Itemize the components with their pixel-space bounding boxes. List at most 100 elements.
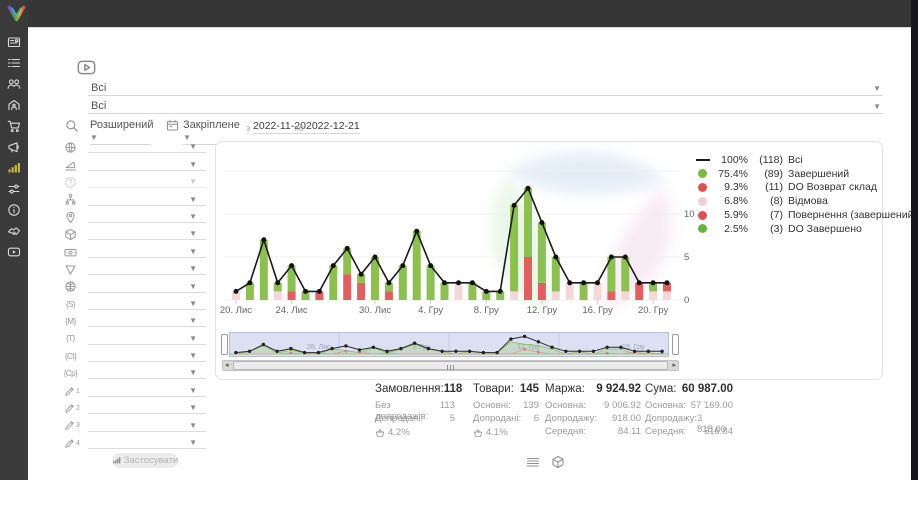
- filter-row-6[interactable]: ▼: [64, 226, 206, 243]
- filter-row-12[interactable]: {T} ▼: [64, 330, 206, 347]
- sidebar-item-settings[interactable]: [0, 178, 28, 199]
- sidebar-item-analytics[interactable]: [0, 157, 28, 178]
- filter-row-17[interactable]: 3 ▼: [64, 417, 206, 434]
- sidebar-item-purchases[interactable]: [0, 115, 28, 136]
- cube-icon[interactable]: [551, 455, 565, 469]
- chart-scrollbar[interactable]: ◂ ▸: [222, 360, 679, 371]
- filter-row-3[interactable]: ▼: [64, 174, 206, 191]
- cube-icon: [64, 228, 77, 241]
- legend-item[interactable]: 5.9% (7) Повернення (завершений): [694, 208, 917, 222]
- filter-row-13[interactable]: {Ct} ▼: [64, 348, 206, 365]
- filter-dropdown[interactable]: [88, 169, 206, 171]
- period-mode-select[interactable]: Закріплене ▼: [183, 119, 240, 145]
- video-tutorial-button[interactable]: [77, 58, 96, 75]
- stat-title: Сума:: [645, 383, 677, 395]
- filter-row-5[interactable]: ▼: [64, 209, 206, 226]
- column-product-icon[interactable]: [682, 483, 697, 498]
- scroll-left-icon[interactable]: ◂: [225, 362, 229, 369]
- legend-item[interactable]: 100% (118) Всі: [694, 153, 917, 167]
- filter-dropdown[interactable]: [88, 343, 206, 345]
- filter-row-9[interactable]: ▼: [64, 278, 206, 295]
- legend-percent: 5.9%: [724, 209, 748, 222]
- stat-sub-value: 3 818.00: [697, 413, 727, 435]
- column-cart-icon[interactable]: [374, 483, 389, 498]
- legend-label: Всі: [788, 153, 803, 166]
- list-image-icon[interactable]: [526, 455, 540, 469]
- filter-dropdown[interactable]: [88, 221, 206, 223]
- column-source-id-icon[interactable]: ID: [287, 483, 302, 498]
- legend-item[interactable]: 9.3% (11) DO Возврат склад: [694, 181, 917, 195]
- filter-row-1[interactable]: ▼: [64, 139, 206, 156]
- chevron-down-icon: ▼: [873, 102, 881, 111]
- filter-row-11[interactable]: {M} ▼: [64, 313, 206, 330]
- sidebar-item-info[interactable]: [0, 199, 28, 220]
- navigator-left-handle[interactable]: [221, 334, 228, 355]
- sidebar-item-tutorials[interactable]: [0, 241, 28, 262]
- filter-dropdown[interactable]: [88, 152, 206, 154]
- filter-dropdown[interactable]: [88, 395, 206, 397]
- stat-sub-value: 6: [533, 413, 539, 424]
- filter-dropdown[interactable]: [88, 187, 206, 189]
- navigator-right-handle[interactable]: [672, 334, 679, 355]
- filter-row-18[interactable]: 4 ▼: [64, 435, 206, 452]
- legend-percent: 100%: [721, 153, 748, 166]
- orders-chart[interactable]: 0 5 10 20. Лис 24. Лис 30. Лис 4. Гру 8. Гру 12.…: [216, 142, 882, 379]
- date-from-input[interactable]: 2022-11-20: [253, 120, 306, 134]
- globe-icon: [64, 141, 77, 154]
- filter-dropdown[interactable]: [88, 361, 206, 363]
- column-time-icon[interactable]: [785, 483, 800, 498]
- filter-row-10[interactable]: {S} ▼: [64, 296, 206, 313]
- chevron-down-icon: ▼: [189, 420, 197, 430]
- search-mode-select[interactable]: Розширений ▼: [90, 119, 153, 145]
- pencil-icon: [64, 438, 75, 449]
- filter-row-15[interactable]: 1 ▼: [64, 382, 206, 399]
- filter-dropdown[interactable]: [88, 430, 206, 432]
- stat-sub-label: Середня:: [545, 426, 587, 437]
- sidebar-item-marketing[interactable]: [0, 136, 28, 157]
- filter-dropdown[interactable]: [88, 239, 206, 241]
- column-updated-date-icon[interactable]: [900, 483, 915, 498]
- filter-row-14[interactable]: {Cp} ▼: [64, 365, 206, 382]
- column-date-icon[interactable]: 17: [737, 483, 752, 498]
- chevron-down-icon: ▼: [189, 316, 197, 326]
- filter-dropdown[interactable]: [88, 413, 206, 415]
- filter-row-2[interactable]: ▼: [64, 156, 206, 173]
- column-payment-icon[interactable]: [634, 483, 649, 498]
- filter-row-7[interactable]: ▼: [64, 243, 206, 260]
- apply-button[interactable]: Застосувати: [112, 453, 178, 468]
- scroll-right-icon[interactable]: ▸: [672, 362, 676, 369]
- filter-row-16[interactable]: 2 ▼: [64, 400, 206, 417]
- app-logo-icon[interactable]: [6, 3, 27, 24]
- sidebar-item-customers[interactable]: [0, 73, 28, 94]
- legend-item[interactable]: 75.4% (89) Завершений: [694, 167, 917, 181]
- scrollbar-thumb[interactable]: [233, 361, 668, 370]
- svg-text:5: 5: [684, 252, 689, 263]
- filter-dropdown[interactable]: [88, 378, 206, 380]
- filter-dropdown[interactable]: [88, 204, 206, 206]
- page-scrollbar[interactable]: [911, 0, 918, 480]
- column-delivery-date-icon[interactable]: [832, 483, 847, 498]
- filter-row-4[interactable]: ▼: [64, 191, 206, 208]
- chevron-down-icon: ▼: [189, 229, 197, 239]
- filter-dropdown[interactable]: [88, 256, 206, 258]
- date-to-input[interactable]: 2022-12-21: [306, 120, 360, 134]
- sidebar-item-orders[interactable]: [0, 52, 28, 73]
- filter-dropdown[interactable]: [88, 308, 206, 310]
- sidebar-item-partners[interactable]: [0, 220, 28, 241]
- legend-item[interactable]: 2.5% (3) DO Завершено: [694, 222, 917, 236]
- column-order-id-icon[interactable]: ID: [161, 483, 176, 498]
- chevron-down-icon: ▼: [189, 333, 197, 343]
- legend-item[interactable]: 6.8% (8) Відмова: [694, 194, 917, 208]
- sidebar-item-company[interactable]: [0, 94, 28, 115]
- chart-navigator[interactable]: 28. Лис 5. Гру 12. Гру 19. Гру: [229, 332, 669, 357]
- filter-dropdown[interactable]: [88, 326, 206, 328]
- filter-row-8[interactable]: ▼: [64, 261, 206, 278]
- legend-count: (89): [764, 167, 783, 180]
- filter-dropdown[interactable]: [88, 448, 206, 450]
- filter-dropdown[interactable]: [88, 291, 206, 293]
- sidebar-item-dashboard[interactable]: [0, 31, 28, 52]
- status-filter[interactable]: Всі ▼: [64, 81, 883, 96]
- filter-dropdown[interactable]: [88, 274, 206, 276]
- legend-percent: 6.8%: [724, 195, 748, 208]
- product-filter[interactable]: Всі ▼: [64, 99, 883, 114]
